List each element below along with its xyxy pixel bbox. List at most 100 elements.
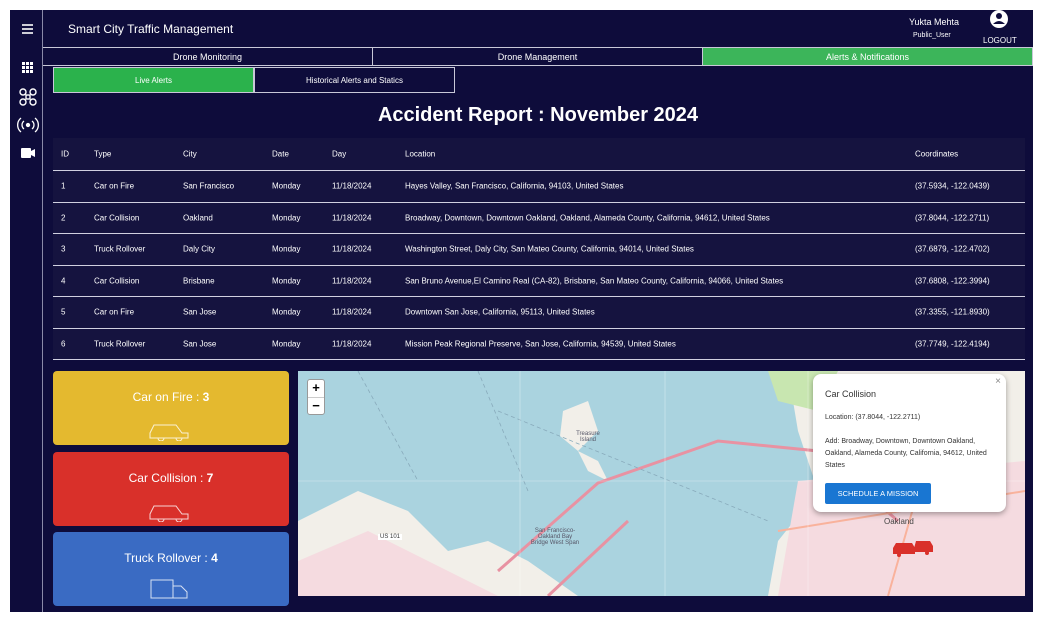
popup-address: Add: Broadway, Downtown, Downtown Oaklan…: [825, 438, 987, 469]
table-row[interactable]: 6 Truck Rollover San Jose Monday 11/18/2024 M…: [53, 329, 1025, 360]
table-cell: Car on Fire: [94, 181, 135, 191]
table-cell: Monday: [272, 244, 301, 254]
table-cell: 1: [61, 181, 66, 191]
table-cell: 11/18/2024: [332, 276, 372, 286]
card-icon: [150, 579, 188, 599]
table-cell: (37.3355, -121.8930): [915, 307, 990, 317]
column-header: Coordinates: [915, 149, 959, 159]
column-header: City: [183, 149, 197, 159]
signal-icon[interactable]: [17, 117, 39, 133]
table-cell: Monday: [272, 213, 301, 223]
table-cell: 4: [61, 276, 66, 286]
table-cell: Mission Peak Regional Preserve, San Jose…: [405, 339, 676, 349]
map[interactable]: + − Treasure Island San Francisco-Oaklan…: [298, 371, 1025, 596]
table-cell: (37.8044, -122.2711): [915, 213, 990, 223]
table-cell: Car Collision: [94, 213, 140, 223]
table-cell: Truck Rollover: [94, 339, 146, 349]
popup-title: Car Collision: [825, 389, 877, 399]
card-count: 4: [211, 551, 218, 565]
column-header: ID: [61, 149, 69, 159]
table-cell: 2: [61, 213, 66, 223]
sub-tab[interactable]: Live Alerts: [53, 67, 254, 93]
accident-table: ID Type City Date Day Location Coordinates 1 Car…: [53, 138, 1025, 360]
table-cell: 11/18/2024: [332, 181, 372, 191]
card-label: Truck Rollover :: [124, 551, 208, 565]
camera-icon[interactable]: [21, 148, 35, 158]
table-cell: San Jose: [183, 339, 217, 349]
column-header: Date: [272, 149, 289, 159]
table-cell: 5: [61, 307, 66, 317]
sidebar-icons: [17, 24, 39, 158]
nav-tab[interactable]: Drone Monitoring: [43, 48, 373, 66]
table-row[interactable]: 5 Car on Fire San Jose Monday 11/18/2024 Down…: [53, 297, 1025, 329]
table-row[interactable]: 4 Car Collision Brisbane Monday 11/18/2024 Sa…: [53, 266, 1025, 297]
accident-marker[interactable]: [893, 541, 933, 557]
table-cell: Daly City: [183, 244, 216, 254]
drone-icon[interactable]: [19, 88, 37, 106]
sub-tab[interactable]: Historical Alerts and Statics: [254, 67, 455, 93]
card-count: 7: [206, 470, 214, 485]
table-header: ID Type City Date Day Location Coordinates: [53, 138, 1025, 171]
icon-shape: [150, 579, 188, 599]
map-label: US 101: [378, 534, 403, 540]
column-header: Day: [332, 149, 347, 159]
map-popup: × Car Collision Location: (37.8044, -122…: [813, 374, 1006, 512]
table-row[interactable]: 3 Truck Rollover Daly City Monday 11/18/2024…: [53, 234, 1025, 266]
user-role: Public_User: [913, 32, 951, 39]
column-header: Type: [94, 149, 112, 159]
table-cell: (37.5934, -122.0439): [915, 181, 990, 191]
table-cell: 11/18/2024: [332, 244, 372, 254]
card-label: Car on Fire :: [132, 390, 200, 404]
menu-icon[interactable]: [22, 24, 33, 34]
card-label: Car Collision :: [128, 470, 204, 485]
column-header: Location: [405, 149, 436, 159]
popup-location: Location: (37.8044, -122.2711): [825, 414, 921, 421]
table-cell: Hayes Valley, San Francisco, California,…: [405, 181, 624, 191]
sidebar: [10, 10, 43, 612]
zoom-out[interactable]: −: [312, 398, 320, 413]
zoom-in[interactable]: +: [308, 380, 324, 398]
table-cell: (37.6808, -122.3994): [915, 276, 990, 286]
table-cell: (37.7749, -122.4194): [915, 339, 990, 349]
summary-card[interactable]: Car on Fire : 3: [53, 371, 289, 445]
table-row[interactable]: 2 Car Collision Oakland Monday 11/18/2024 Bro…: [53, 203, 1025, 234]
zoom-control: + −: [307, 379, 325, 415]
card-title: Car Collision : 7: [53, 471, 289, 485]
summary-card[interactable]: Truck Rollover : 4: [53, 532, 289, 606]
card-title: Truck Rollover : 4: [53, 551, 289, 565]
icon-shape: [149, 505, 189, 522]
card-icon: [149, 424, 189, 441]
table-cell: San Jose: [183, 307, 217, 317]
table-cell: 3: [61, 244, 66, 254]
nav-tab[interactable]: Alerts & Notifications: [703, 48, 1033, 66]
logout-button[interactable]: LOGOUT: [983, 36, 1017, 45]
table-cell: Oakland: [183, 213, 213, 223]
map-label: Treasure Island: [576, 431, 600, 443]
table-cell: Washington Street, Daly City, San Mateo …: [405, 244, 694, 254]
table-cell: Monday: [272, 181, 301, 191]
table-cell: Monday: [272, 276, 301, 286]
report-heading: Accident Report : November 2024: [377, 104, 699, 126]
table-cell: Broadway, Downtown, Downtown Oakland, Oa…: [405, 213, 770, 223]
grid-icon[interactable]: [22, 62, 33, 73]
card-count: 3: [202, 390, 210, 404]
table-cell: 11/18/2024: [332, 213, 372, 223]
table-cell: San Francisco: [183, 181, 235, 191]
card-icon: [149, 505, 189, 522]
schedule-mission-button[interactable]: SCHEDULE A MISSION: [825, 483, 931, 504]
popup-close[interactable]: ×: [995, 376, 1001, 387]
table-cell: 6: [61, 339, 66, 349]
summary-card[interactable]: Car Collision : 7: [53, 451, 289, 526]
table-cell: 11/18/2024: [332, 307, 372, 317]
map-label: San Francisco-Oakland Bay Bridge West Sp…: [530, 528, 580, 546]
table-cell: Monday: [272, 307, 301, 317]
table-cell: (37.6879, -122.4702): [915, 244, 990, 254]
user-avatar[interactable]: [989, 10, 1009, 30]
table-cell: 11/18/2024: [332, 339, 372, 349]
table-cell: San Bruno Avenue,El Camino Real (CA-82),…: [405, 276, 784, 286]
table-cell: Brisbane: [183, 276, 215, 286]
table-row[interactable]: 1 Car on Fire San Francisco Monday 11/18/202…: [53, 171, 1025, 203]
nav-tab[interactable]: Drone Management: [373, 48, 703, 66]
